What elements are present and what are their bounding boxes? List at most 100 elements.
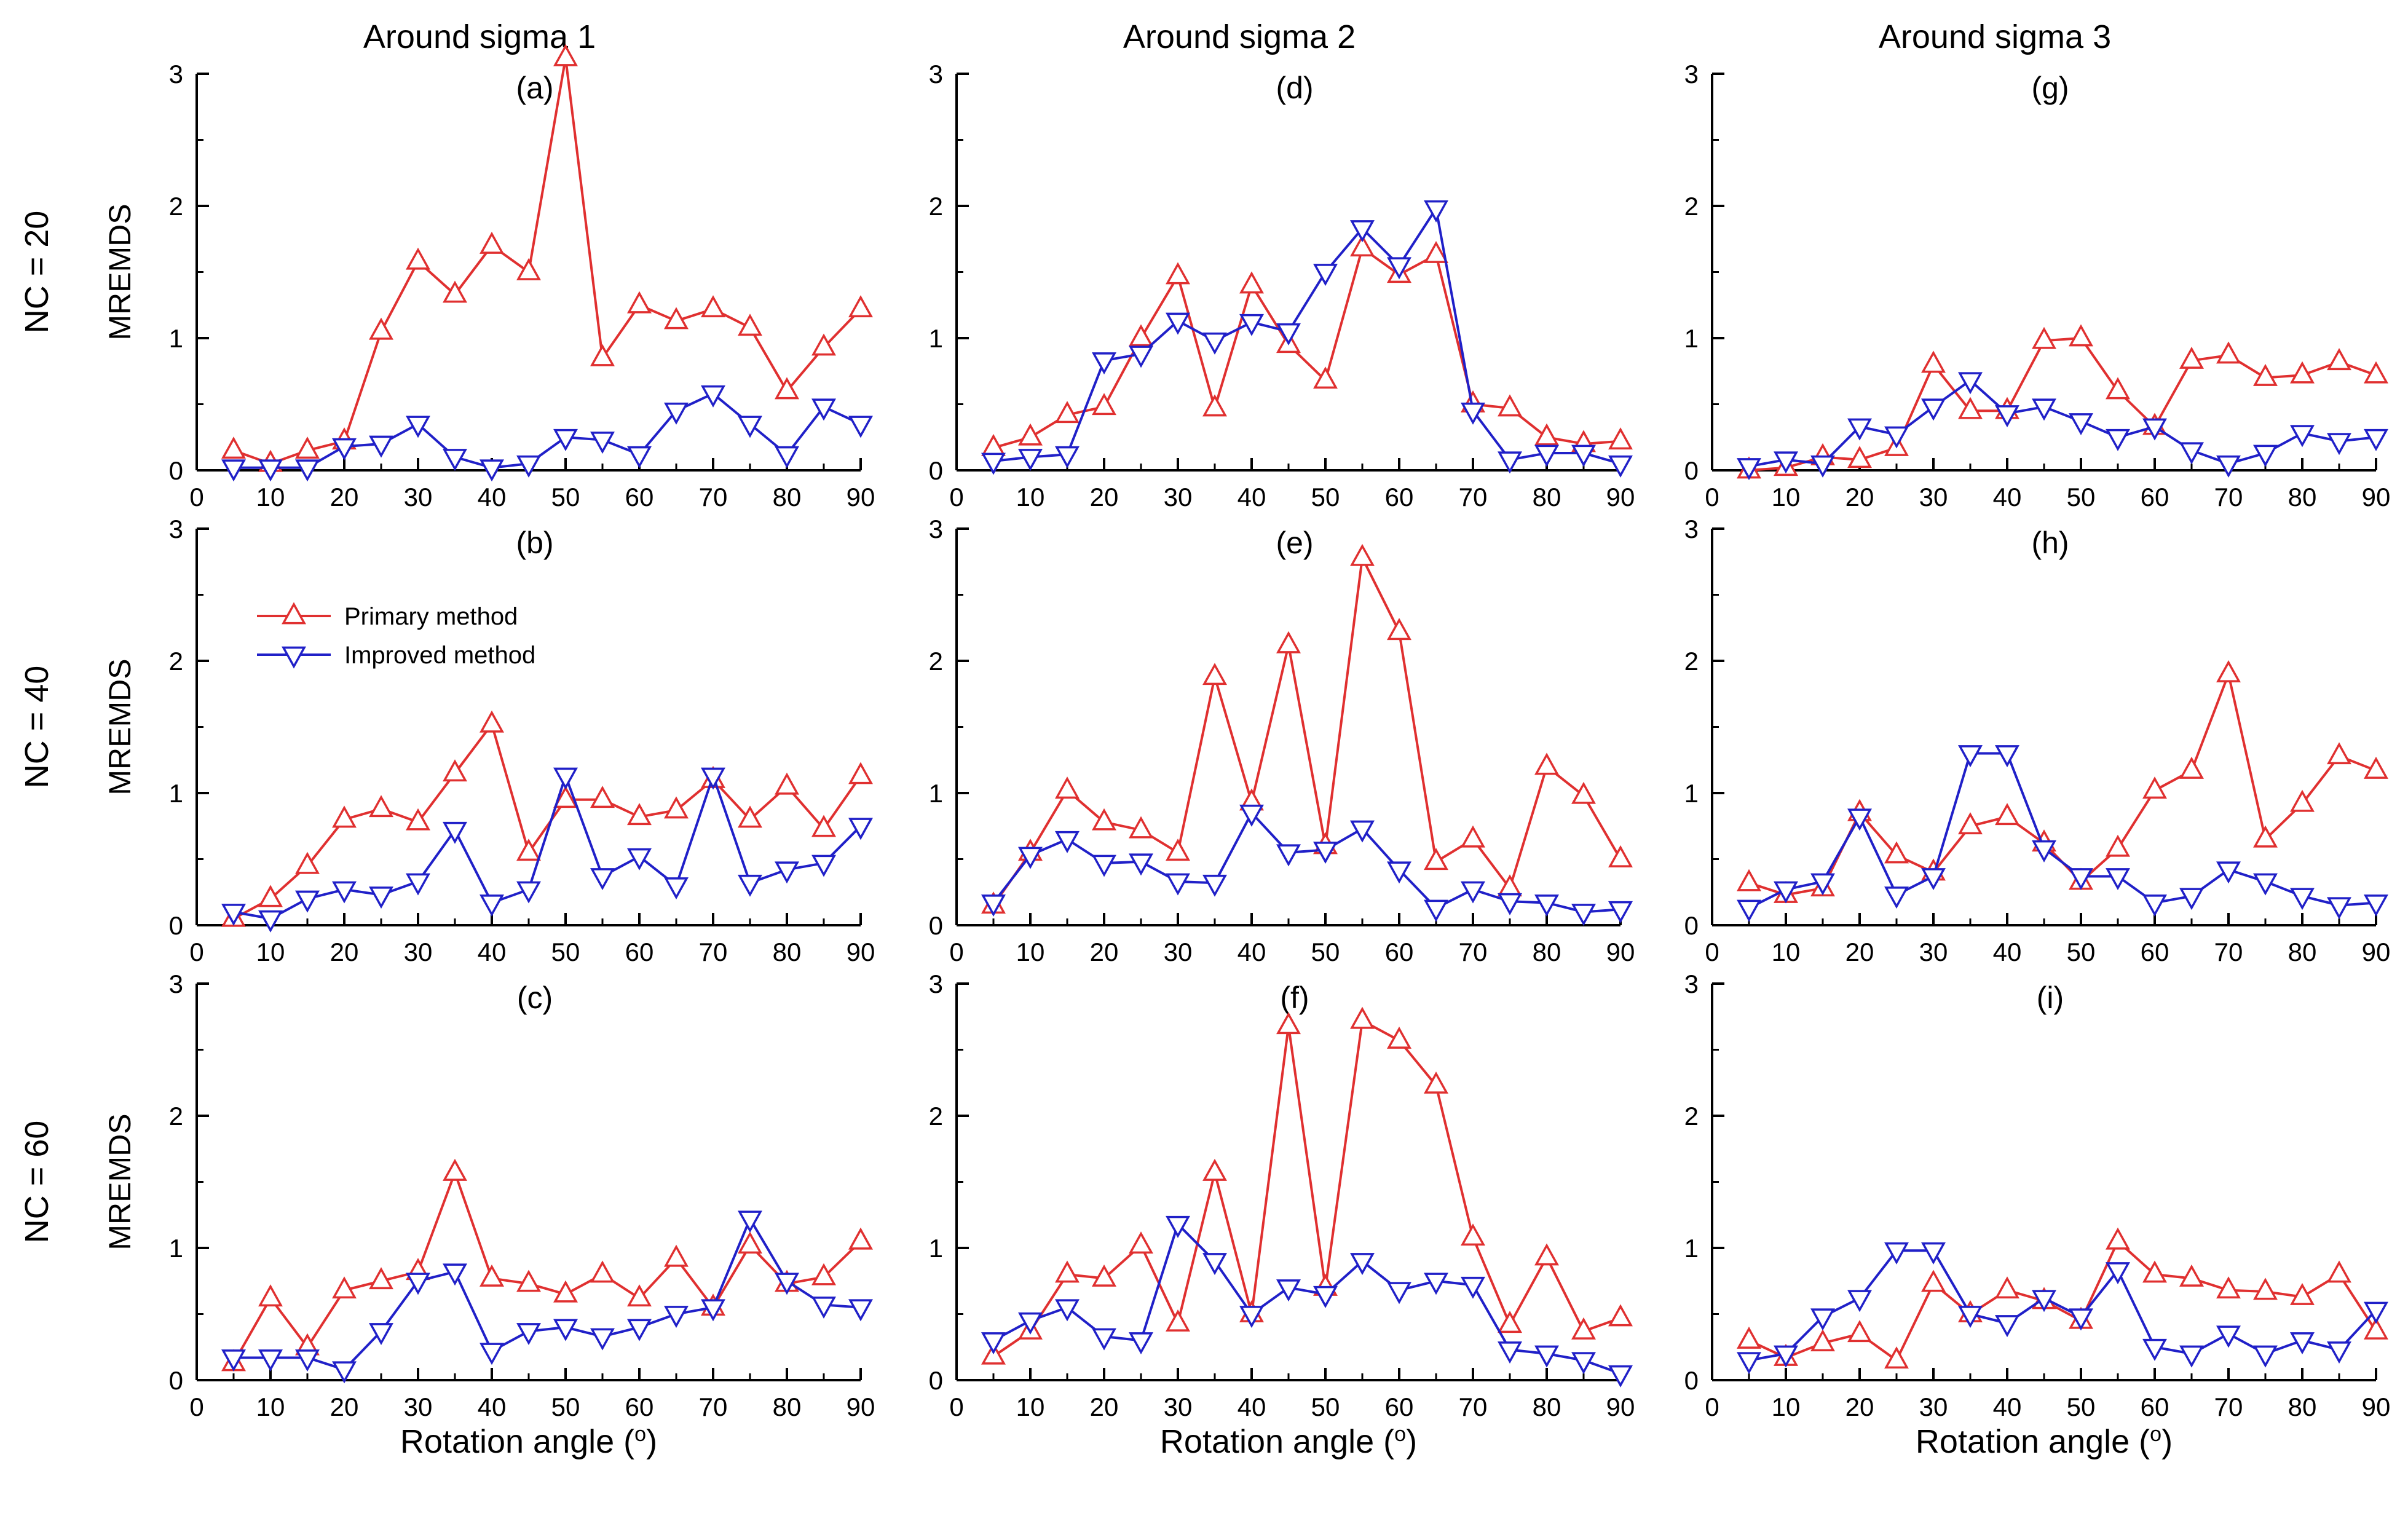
x-tick-label: 20 (1090, 1392, 1119, 1421)
y-tick-label: 2 (169, 647, 183, 676)
primary-data-point (443, 280, 467, 303)
improved-data-point (1313, 842, 1338, 864)
x-tick-label: 90 (1606, 1392, 1635, 1421)
y-tick-label: 0 (169, 1366, 183, 1395)
improved-data-point (1239, 804, 1264, 827)
improved-data-point (443, 1263, 467, 1286)
primary-data-point (775, 772, 799, 795)
improved-data-point (1608, 455, 1633, 478)
improved-data-point (2364, 894, 2388, 917)
x-tick-label: 40 (1993, 483, 2022, 511)
x-tick-label: 70 (1459, 938, 1488, 966)
primary-data-point (1534, 1243, 1559, 1266)
primary-data-point (2364, 756, 2388, 779)
x-tick-label: 10 (1772, 1392, 1801, 1421)
x-tick-label: 40 (478, 938, 507, 966)
x-tick-label: 80 (773, 1392, 802, 1421)
improved-data-point (590, 868, 615, 891)
x-axis-label: Rotation angle (o) (1916, 1423, 2173, 1460)
primary-data-point (848, 762, 873, 784)
primary-data-point (811, 815, 836, 837)
x-tick-label: 40 (1993, 1392, 2022, 1421)
primary-data-point (627, 803, 652, 826)
primary-data-point (2179, 346, 2204, 369)
x-tick-label: 60 (625, 938, 654, 966)
primary-data-point (1313, 366, 1338, 389)
primary-data-point (1810, 1329, 1835, 1352)
primary-data-point (443, 759, 467, 782)
y-tick-label: 1 (929, 779, 943, 808)
improved-data-point (258, 1349, 283, 1372)
panel-label: (a) (516, 71, 553, 105)
y-tick-label: 0 (1684, 1366, 1699, 1395)
improved-data-point (811, 1297, 836, 1319)
primary-data-point (811, 333, 836, 356)
x-tick-label: 40 (1238, 483, 1266, 511)
improved-data-point (1424, 200, 1448, 223)
x-tick-label: 30 (1164, 938, 1193, 966)
y-tick-label: 0 (929, 911, 943, 940)
improved-data-point (1571, 1352, 1596, 1375)
improved-data-point (2142, 1338, 2167, 1361)
primary-data-point (2179, 1264, 2204, 1287)
primary-series-line (992, 553, 1622, 906)
x-tick-label: 0 (949, 483, 963, 511)
improved-data-point (1810, 1308, 1835, 1331)
primary-data-point (664, 796, 689, 819)
legend-improved-label: Improved method (344, 642, 535, 669)
legend-primary-marker (282, 602, 306, 625)
x-tick-label: 0 (1705, 1392, 1719, 1421)
y-tick-label: 2 (1684, 1102, 1699, 1131)
primary-data-point (1884, 841, 1909, 864)
x-tick-label: 10 (1772, 483, 1801, 511)
primary-data-point (1921, 350, 1946, 373)
improved-data-point (2364, 428, 2388, 451)
improved-data-point (1018, 847, 1043, 869)
improved-data-point (775, 446, 799, 468)
primary-data-point (258, 885, 283, 907)
x-tick-label: 60 (625, 1392, 654, 1421)
x-tick-label: 20 (1845, 1392, 1874, 1421)
x-tick-label: 60 (1385, 1392, 1414, 1421)
improved-data-point (2179, 1345, 2204, 1368)
improved-data-point (516, 455, 541, 478)
x-tick-label: 10 (1772, 938, 1801, 966)
primary-data-point (1055, 401, 1080, 424)
improved-data-point (1018, 1312, 1043, 1335)
y-tick-label: 3 (1684, 969, 1699, 998)
improved-data-point (258, 459, 283, 482)
primary-data-point (1608, 427, 1633, 450)
primary-data-point (553, 786, 578, 808)
primary-data-point (590, 344, 615, 366)
improved-series-line (234, 1216, 861, 1372)
improved-data-point (2364, 1301, 2388, 1324)
panel-label: (f) (1280, 981, 1309, 1015)
improved-data-point (848, 416, 873, 438)
x-tick-label: 50 (1311, 483, 1340, 511)
y-tick-label: 3 (1684, 60, 1699, 89)
improved-data-point (1608, 901, 1633, 923)
x-tick-label: 70 (2214, 938, 2243, 966)
primary-series-line (232, 1169, 862, 1364)
primary-data-point (1387, 618, 1411, 641)
y-axis-label-row-3: MREMDS (103, 1113, 137, 1250)
primary-data-point (1995, 1276, 2019, 1299)
improved-data-point (1166, 1215, 1190, 1238)
column-title-2: Around sigma 2 (1123, 18, 1356, 55)
x-tick-label: 50 (551, 1392, 580, 1421)
y-tick-label: 1 (1684, 1234, 1699, 1263)
x-tick-label: 0 (189, 1392, 203, 1421)
x-tick-label: 70 (699, 938, 728, 966)
x-tick-label: 40 (1993, 938, 2022, 966)
improved-data-point (1958, 745, 1983, 768)
y-tick-label: 2 (929, 192, 943, 221)
primary-data-point (2364, 361, 2388, 384)
x-tick-label: 90 (1606, 483, 1635, 511)
improved-data-point (1276, 323, 1301, 345)
improved-data-point (443, 821, 467, 844)
improved-data-point (406, 873, 430, 896)
